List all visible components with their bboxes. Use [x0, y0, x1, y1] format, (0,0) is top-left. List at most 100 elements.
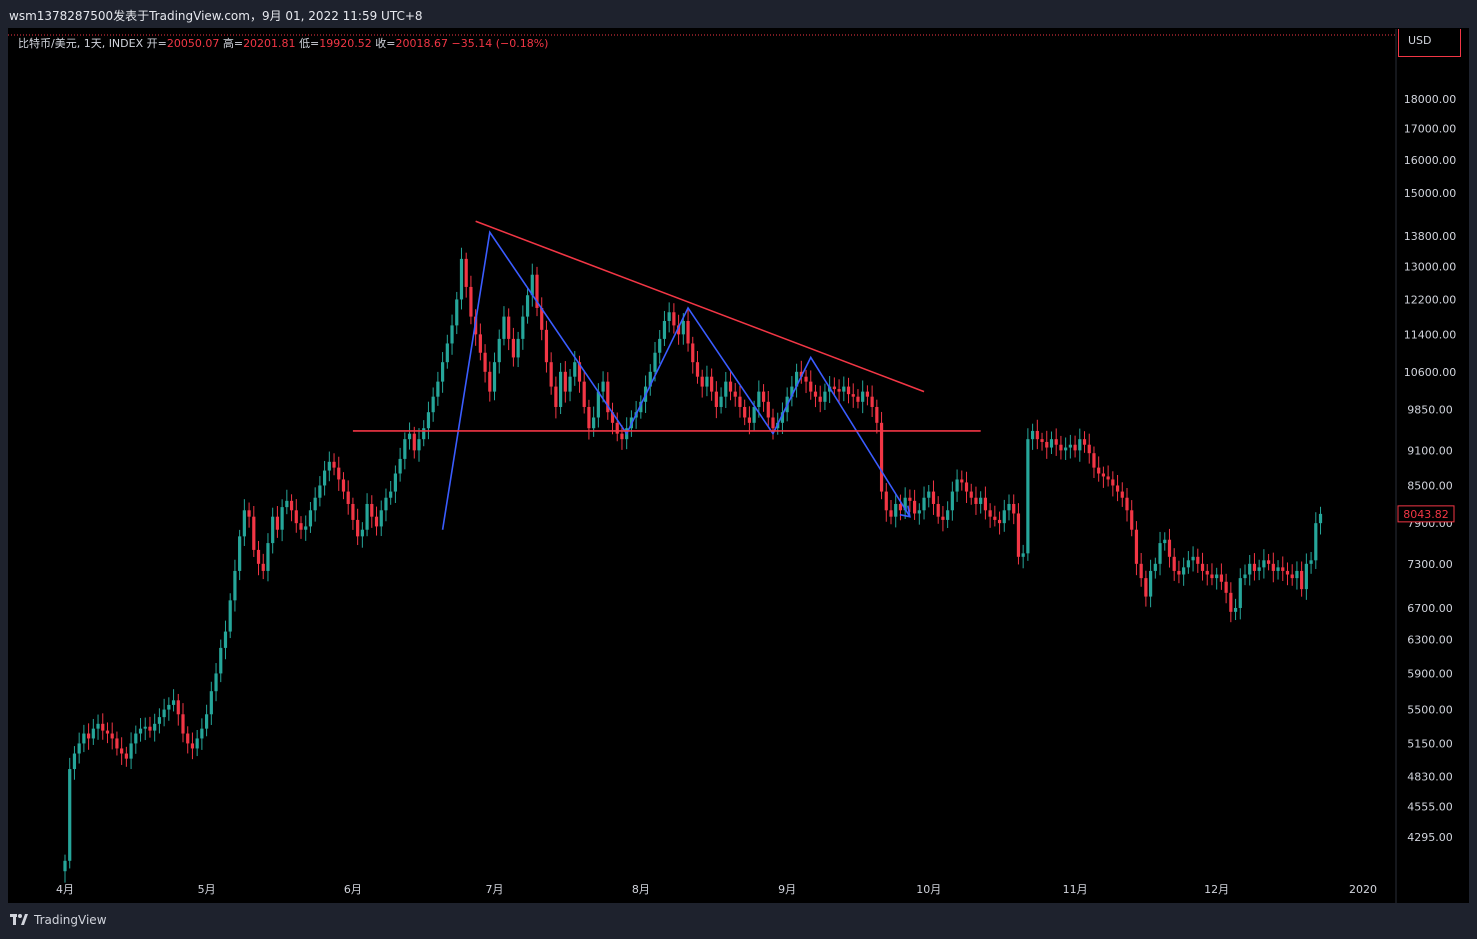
candle-body — [1243, 574, 1247, 579]
candle-body — [601, 381, 605, 392]
candle-body — [747, 417, 751, 423]
candle-body — [365, 503, 369, 530]
candle-body — [1149, 570, 1153, 597]
candle-body — [1271, 563, 1275, 571]
candle-body — [450, 325, 454, 344]
candle-body — [719, 396, 723, 407]
candle-body — [1082, 439, 1087, 445]
candle-body — [1007, 503, 1011, 511]
candle-body — [351, 503, 355, 520]
tradingview-logo-icon — [10, 914, 28, 926]
candle-body — [1134, 529, 1139, 564]
price-tick-label: 9850.00 — [1407, 404, 1453, 417]
candle-body — [1224, 581, 1228, 593]
candle-body — [738, 396, 742, 407]
symbol-name[interactable]: 比特币/美元, 1天, INDEX — [18, 37, 144, 50]
candle-body — [242, 510, 246, 537]
time-tick-label: 6月 — [344, 883, 362, 896]
publisher-caption: wsm1378287500发表于TradingView.com，9月 01, 2… — [9, 9, 423, 23]
candle-body — [592, 417, 596, 429]
candle-body — [105, 730, 110, 734]
candle-body — [1300, 570, 1304, 590]
candle-body — [275, 516, 279, 530]
candle-body — [946, 510, 950, 520]
candle-body — [247, 510, 251, 517]
candle-body — [544, 329, 549, 363]
candle-body — [540, 307, 544, 330]
candle-body — [950, 491, 954, 511]
candle-body — [1120, 491, 1124, 498]
price-tick-label: 15000.00 — [1404, 187, 1457, 200]
candle-body — [979, 497, 983, 504]
candle-body — [913, 500, 917, 514]
candle-body — [1252, 563, 1257, 571]
candle-body — [686, 320, 690, 344]
candle-body — [1248, 563, 1252, 575]
price-tick-label: 18000.00 — [1404, 93, 1457, 106]
candle-body — [1196, 556, 1200, 564]
candle-body — [356, 519, 360, 537]
candle-body — [313, 497, 317, 511]
candle-body — [426, 412, 431, 429]
candle-body — [488, 371, 492, 392]
drawing-layer[interactable] — [352, 220, 981, 530]
candle-body — [223, 631, 228, 648]
candle-body — [200, 728, 204, 739]
candle-body — [1064, 447, 1068, 451]
candle-body — [143, 726, 147, 729]
candle-body — [233, 570, 237, 601]
tradingview-brand[interactable]: TradingView — [10, 913, 107, 927]
candle-body — [615, 422, 619, 434]
candle-body — [710, 376, 714, 392]
candle-body — [205, 714, 209, 729]
currency-badge[interactable]: USD — [1398, 29, 1461, 57]
candle-body — [969, 491, 973, 498]
candle-body — [87, 733, 91, 739]
candle-body — [1172, 556, 1176, 571]
candle-body — [658, 338, 662, 353]
candle-body — [384, 497, 388, 511]
candle-body — [1167, 539, 1172, 557]
candle-body — [1115, 485, 1120, 492]
candle-body — [1309, 560, 1313, 564]
candle-body — [1045, 441, 1049, 448]
symbol-legend: 比特币/美元, 1天, INDEX 开=20050.07 高=20201.81 … — [18, 35, 548, 51]
candle-body — [209, 691, 213, 715]
time-axis[interactable]: 4月 5月 6月 7月 8月 9月 10月 11月 12月 2020 — [56, 883, 1377, 896]
candle-body — [502, 316, 506, 339]
price-tick-label: 4830.00 — [1407, 770, 1453, 783]
candle-body — [714, 391, 718, 407]
candle-body — [577, 362, 582, 382]
zigzag-pattern-line — [441, 230, 911, 530]
candle-body — [171, 700, 176, 705]
candle-body — [1262, 560, 1266, 568]
candle-body — [370, 503, 374, 517]
candle-body — [573, 362, 577, 377]
candle-body — [743, 406, 747, 418]
candle-body — [879, 422, 884, 492]
candle-body — [1101, 473, 1105, 477]
candle-body — [1111, 479, 1115, 486]
candle-body — [412, 433, 416, 451]
price-tick-label: 13000.00 — [1404, 261, 1457, 274]
candle-body — [1139, 563, 1143, 579]
candle-body — [327, 461, 331, 471]
candle-body — [346, 491, 350, 504]
candle-body — [695, 362, 700, 377]
candle-body — [332, 461, 336, 468]
candle-body — [261, 563, 265, 571]
price-axis[interactable]: 18000.00 17000.00 16000.00 15000.00 13800.00… — [1404, 93, 1457, 844]
price-tick-label: 17000.00 — [1404, 123, 1457, 136]
candle-body — [110, 733, 114, 739]
candle-body — [393, 473, 397, 492]
candle-body — [823, 391, 827, 402]
candle-body — [1191, 556, 1195, 561]
candle-body — [478, 334, 482, 353]
candle-body — [436, 381, 440, 397]
candle-body — [648, 371, 652, 387]
candle-body — [691, 343, 695, 363]
candle-body — [407, 433, 412, 440]
chart-frame[interactable] — [8, 28, 1469, 903]
candle-body — [1021, 553, 1025, 557]
